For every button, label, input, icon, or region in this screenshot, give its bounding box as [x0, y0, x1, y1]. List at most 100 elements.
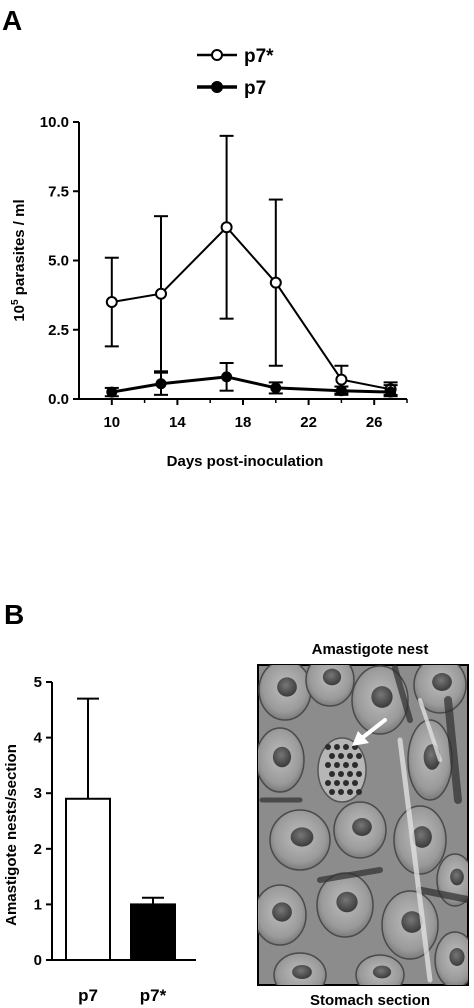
- y-axis-label: Amastigote nests/section: [3, 744, 20, 926]
- data-point: [335, 373, 348, 386]
- amastigote: [325, 780, 331, 786]
- amastigote: [356, 789, 362, 795]
- bar-chart: 0 1 2 3 4 5 p7 p7* Amastigote nests/section: [3, 674, 196, 1005]
- amastigote: [343, 744, 349, 750]
- cell-nucleus: [401, 911, 423, 933]
- cell-nucleus: [352, 818, 372, 836]
- legend-label: p7: [244, 78, 266, 99]
- amastigote: [347, 771, 353, 777]
- tissue-streak-light: [418, 698, 442, 762]
- amastigote: [338, 753, 344, 759]
- amastigote: [334, 744, 340, 750]
- micrograph: Amastigote nest Stomach section: [257, 641, 469, 1008]
- amastigote: [329, 789, 335, 795]
- stomach-tissue-image: [258, 665, 468, 985]
- cell-nucleus: [322, 668, 342, 686]
- line-chart: p7* p7 0.0 2.5 5.0 7.5 10.0 10 14 18 22 26 Days po…: [10, 46, 408, 470]
- data-point: [106, 386, 118, 398]
- data-point: [221, 371, 233, 383]
- y-tick-label: 5: [34, 674, 42, 691]
- bars: p7 p7*: [65, 697, 176, 1005]
- y-tick-label: 4: [34, 730, 43, 747]
- tissue-cell: [305, 665, 355, 707]
- data-point: [155, 378, 167, 390]
- cell-nucleus: [372, 965, 392, 979]
- data-point: [270, 382, 282, 394]
- cell-nucleus: [450, 868, 464, 886]
- series-line: [111, 225, 391, 391]
- x-tick-label: 26: [366, 414, 383, 431]
- x-tick-label: 14: [169, 414, 186, 431]
- bar-p7-star: [130, 903, 176, 962]
- series-p7-star: [104, 134, 398, 396]
- amastigote: [329, 753, 335, 759]
- y-axis-label: 105 parasites / ml: [10, 199, 28, 321]
- cell-nucleus: [272, 902, 292, 922]
- y-tick-label: 2.5: [48, 322, 69, 339]
- cell-nucleus: [371, 686, 393, 708]
- y-tick-label: 0: [34, 952, 42, 969]
- cell-nucleus: [412, 826, 432, 848]
- data-point: [385, 386, 397, 398]
- data-point: [335, 385, 347, 397]
- amastigote: [343, 780, 349, 786]
- legend-marker: [211, 49, 223, 61]
- y-tick-label: 10.0: [40, 114, 69, 131]
- data-point: [105, 296, 118, 309]
- amastigote: [343, 762, 349, 768]
- x-tick-label: 18: [235, 414, 252, 431]
- cell-nucleus: [290, 827, 314, 847]
- tissue-streak: [444, 696, 462, 804]
- amastigote: [325, 762, 331, 768]
- tissue-streak: [416, 886, 468, 904]
- cell-nucleus: [449, 948, 465, 966]
- y-tick-label: 7.5: [48, 183, 69, 200]
- data-point: [220, 221, 233, 234]
- x-tick-label: 10: [103, 414, 120, 431]
- cell-nucleus: [336, 891, 358, 913]
- series-group: [104, 134, 398, 398]
- cell-nucleus: [272, 746, 292, 768]
- amastigote: [356, 771, 362, 777]
- x-tick-label: 22: [300, 414, 317, 431]
- bar-p7: [65, 797, 111, 962]
- data-point: [155, 287, 167, 300]
- tissue-streak: [392, 665, 413, 723]
- series-line: [111, 375, 391, 394]
- x-tick-label: p7: [78, 986, 98, 1005]
- legend-marker: [211, 81, 223, 93]
- amastigote: [334, 780, 340, 786]
- amastigote: [352, 780, 358, 786]
- x-axis-label: Days post-inoculation: [167, 453, 324, 470]
- cell-nucleus: [292, 964, 312, 980]
- y-tick-label: 0.0: [48, 391, 69, 408]
- amastigote: [329, 771, 335, 777]
- amastigote: [356, 753, 362, 759]
- amastigote: [325, 744, 331, 750]
- amastigote: [334, 762, 340, 768]
- y-tick-label: 3: [34, 785, 42, 802]
- amastigote: [347, 753, 353, 759]
- amastigote: [352, 762, 358, 768]
- legend: p7* p7: [197, 46, 274, 99]
- micrograph-title: Amastigote nest: [312, 641, 429, 658]
- cell-nucleus: [277, 677, 297, 697]
- cell-nucleus: [432, 673, 452, 691]
- series-p7: [104, 361, 398, 398]
- arrow-icon: [352, 718, 387, 746]
- y-tick-label: 1: [34, 896, 42, 913]
- tissue-streak: [317, 867, 383, 883]
- data-point: [269, 276, 282, 289]
- tissue-streak-light: [397, 737, 433, 983]
- panel-b-label: B: [4, 599, 24, 630]
- amastigote: [338, 771, 344, 777]
- axes: 0.0 2.5 5.0 7.5 10.0 10 14 18 22 26: [40, 114, 408, 431]
- amastigote: [347, 789, 353, 795]
- micrograph-caption: Stomach section: [310, 992, 430, 1008]
- x-tick-label: p7*: [140, 986, 167, 1005]
- amastigote: [338, 789, 344, 795]
- panel-a-label: A: [2, 5, 22, 36]
- y-tick-label: 2: [34, 841, 42, 858]
- y-tick-label: 5.0: [48, 253, 69, 270]
